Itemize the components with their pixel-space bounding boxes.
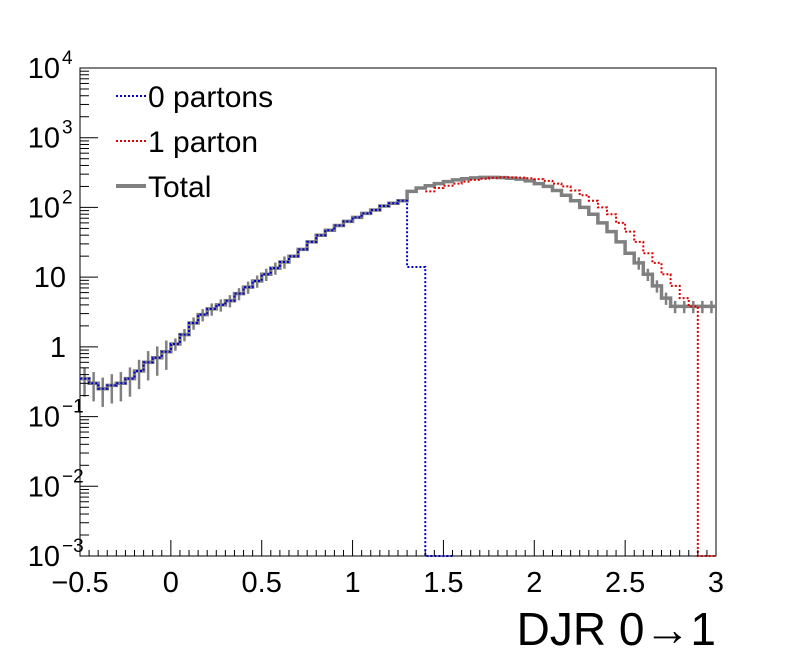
x-tick-label: 2.5 xyxy=(605,567,645,599)
y-tick-label: 10 xyxy=(28,541,60,573)
x-tick-label: 0.5 xyxy=(242,567,282,599)
series-line xyxy=(80,175,716,391)
legend: 0 partons 1 parton Total xyxy=(116,81,273,204)
y-tick-label: 1 xyxy=(50,332,66,364)
x-tick-label: 2 xyxy=(526,567,542,599)
legend-entry: Total xyxy=(116,171,211,204)
series-line xyxy=(425,176,716,557)
series-layer xyxy=(80,175,716,557)
x-tick-label: 0 xyxy=(163,567,179,599)
series-line xyxy=(80,199,453,557)
y-tick-exponent: −2 xyxy=(62,466,84,487)
series-1-parton xyxy=(425,176,716,557)
x-tick-label: 1 xyxy=(345,567,361,599)
legend-entry: 1 parton xyxy=(116,126,258,159)
legend-entry: 0 partons xyxy=(116,81,273,114)
y-tick-exponent: −3 xyxy=(62,536,84,557)
y-tick-exponent: 2 xyxy=(62,187,73,208)
y-tick-label: 10 xyxy=(28,53,60,85)
y-tick-label: 10 xyxy=(34,262,66,294)
y-tick-exponent: −1 xyxy=(62,397,84,418)
x-tick-label: 3 xyxy=(708,567,724,599)
legend-label: Total xyxy=(148,171,211,204)
x-tick-label: 1.5 xyxy=(423,567,463,599)
legend-label: 1 parton xyxy=(148,126,258,159)
x-axis: −0.5 0 0.5 1 1.5 2 2.5 3 xyxy=(51,540,724,599)
y-tick-label: 10 xyxy=(28,192,60,224)
y-tick-label: 10 xyxy=(28,471,60,503)
y-tick-label: 10 xyxy=(28,123,60,155)
series-total xyxy=(80,175,716,407)
series-0-partons xyxy=(80,199,453,557)
legend-label: 0 partons xyxy=(148,81,273,114)
y-tick-exponent: 4 xyxy=(62,48,73,69)
y-tick-label: 10 xyxy=(28,402,60,434)
x-tick-label: −0.5 xyxy=(51,567,108,599)
x-axis-title: DJR 0→1 xyxy=(517,603,716,655)
y-tick-exponent: 3 xyxy=(62,118,73,139)
